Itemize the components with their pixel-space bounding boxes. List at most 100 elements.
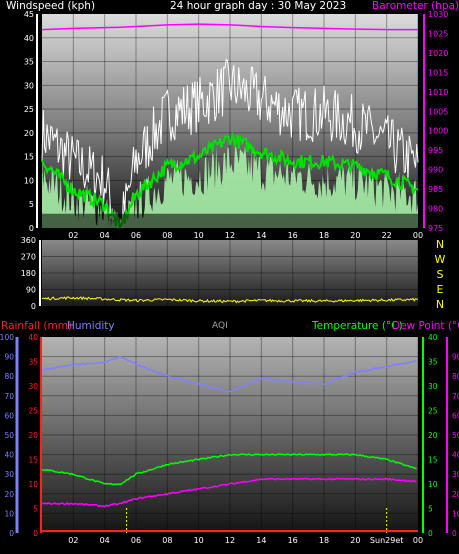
dew-point-series-line: [41, 477, 417, 508]
wind-tick-label: 30: [24, 81, 34, 90]
humidity-tick-label: 10: [4, 509, 14, 518]
rainfall-tick-label: 10: [28, 480, 38, 489]
dew-point-tick-label: 40: [452, 451, 459, 460]
time-tick-label: 06: [131, 231, 141, 240]
rainfall-tick-label: 15: [28, 456, 38, 465]
humidity-tick-label: 60: [4, 411, 14, 420]
dew-point-tick-label: 50: [452, 431, 459, 440]
wind-speed-series-fill: [42, 145, 418, 228]
temperature-tick-label: 40: [428, 333, 438, 342]
barometer-axis-label: Barometer (hpa): [372, 0, 459, 12]
humidity-axis-label: Humidity: [67, 320, 115, 332]
humidity-tick-label: 70: [4, 392, 14, 401]
wind-direction-series-line: [41, 296, 419, 304]
time-tick-label: 16: [288, 231, 298, 240]
rainfall-tick-label: 40: [28, 333, 38, 342]
direction-tick-label: 360: [21, 236, 36, 245]
humidity-tick-label: 50: [4, 431, 14, 440]
humidity-tick-label: 90: [4, 353, 14, 362]
wind-tick-label: 5: [29, 200, 34, 209]
temperature-tick-label: 35: [428, 358, 438, 367]
wind-tick-label: 20: [24, 129, 34, 138]
barometer-series-line: [41, 23, 418, 31]
rainfall-tick-label: 5: [33, 505, 38, 514]
compass-label: N: [436, 238, 444, 251]
dew-point-tick-label: 60: [452, 411, 459, 420]
aqi-label: AQI: [212, 321, 228, 331]
wind-tick-label: 15: [24, 153, 34, 162]
time-tick-label: 12: [225, 231, 235, 240]
time-tick-label: 00: [413, 231, 423, 240]
time-tick-label: 20: [350, 536, 360, 545]
wind-axis-label: Windspeed (kph): [6, 0, 96, 12]
time-tick-label: 10: [194, 231, 204, 240]
humidity-tick-label: 40: [4, 451, 14, 460]
time-tick-label: 22: [382, 231, 392, 240]
direction-tick-label: 90: [26, 286, 36, 295]
temperature-axis-label: Temperature (°C): [312, 320, 403, 332]
dew-point-tick-label: 70: [452, 392, 459, 401]
time-tick-label: Sun29et: [370, 536, 403, 545]
wind-tick-label: 40: [24, 34, 34, 43]
barometer-tick-label: 1015: [428, 68, 448, 77]
direction-tick-label: 270: [21, 253, 36, 262]
temperature-tick-label: 15: [428, 456, 438, 465]
temperature-tick-label: 25: [428, 407, 438, 416]
compass-label: E: [437, 283, 444, 296]
time-tick-label: 04: [100, 231, 110, 240]
time-tick-label: 02: [68, 536, 78, 545]
barometer-tick-label: 1020: [428, 49, 448, 58]
time-tick-label: 08: [162, 536, 172, 545]
rainfall-axis-label: Rainfall (mm): [1, 320, 73, 332]
time-tick-label: 12: [225, 536, 235, 545]
barometer-tick-label: 1005: [428, 107, 448, 116]
time-tick-label: 18: [319, 231, 329, 240]
time-tick-label: 20: [350, 231, 360, 240]
direction-tick-label: 180: [21, 269, 36, 278]
barometer-tick-label: 1010: [428, 88, 448, 97]
average-wind-series-line: [41, 131, 419, 229]
time-tick-label: 14: [256, 231, 266, 240]
gust-series-line: [41, 58, 419, 229]
humidity-tick-label: 30: [4, 470, 14, 479]
barometer-tick-label: 1000: [428, 127, 448, 136]
dew-point-axis-label: Dew Point (°C): [392, 320, 459, 332]
time-tick-label: 14: [256, 536, 266, 545]
time-tick-label: 00: [413, 536, 423, 545]
dew-point-tick-label: 30: [452, 470, 459, 479]
time-tick-label: 18: [319, 536, 329, 545]
humidity-tick-label: 100: [0, 333, 14, 342]
compass-label: W: [435, 253, 446, 266]
wind-floor-shade: [42, 213, 418, 228]
barometer-tick-label: 980: [428, 205, 443, 214]
time-tick-label: 06: [131, 536, 141, 545]
wind-tick-label: 0: [29, 224, 34, 233]
wind-tick-label: 10: [24, 176, 34, 185]
dew-point-tick-label: 0: [452, 529, 457, 538]
barometer-tick-label: 995: [428, 146, 443, 155]
temp-plot-background: [42, 337, 418, 533]
dew-point-tick-label: 10: [452, 509, 459, 518]
dew-point-tick-label: 20: [452, 490, 459, 499]
time-tick-label: 04: [100, 536, 110, 545]
temperature-series-line: [41, 453, 417, 486]
time-tick-label: 16: [288, 536, 298, 545]
time-tick-label: 10: [194, 536, 204, 545]
barometer-tick-label: 975: [428, 224, 443, 233]
barometer-tick-label: 990: [428, 166, 443, 175]
temperature-tick-label: 20: [428, 431, 438, 440]
compass-label: N: [436, 298, 444, 311]
rainfall-tick-label: 30: [28, 382, 38, 391]
temperature-tick-label: 0: [428, 529, 433, 538]
compass-label: S: [437, 268, 444, 281]
direction-tick-label: 0: [31, 302, 36, 311]
wind-tick-label: 45: [24, 10, 34, 19]
temperature-tick-label: 5: [428, 505, 433, 514]
barometer-tick-label: 985: [428, 185, 443, 194]
humidity-tick-label: 0: [9, 529, 14, 538]
wind-tick-label: 35: [24, 58, 34, 67]
temperature-tick-label: 30: [428, 382, 438, 391]
dew-point-tick-label: 80: [452, 372, 459, 381]
rainfall-tick-label: 0: [33, 529, 38, 538]
